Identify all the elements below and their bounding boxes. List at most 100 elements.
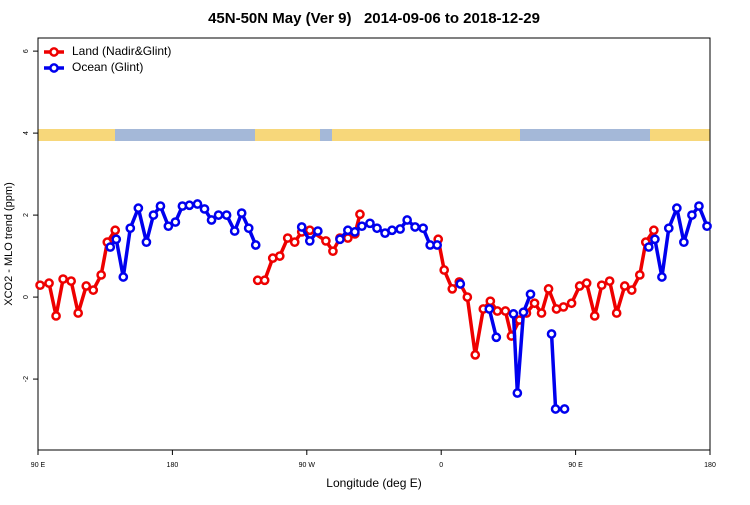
data-point [387,225,397,236]
data-point [66,276,77,286]
data-point [447,284,458,294]
data-point [96,270,107,280]
data-point [170,217,181,227]
data-point [470,350,481,360]
land-mask-strip [38,129,710,141]
data-point [611,308,622,318]
x-tick-label: 90 W [299,462,316,469]
data-point [663,223,674,234]
data-point [558,302,569,312]
data-point [402,215,413,225]
data-point [274,251,285,261]
data-point [525,289,536,300]
data-point [105,242,116,252]
legend-marker [49,63,59,73]
data-point [634,270,645,280]
data-point [439,265,450,275]
data-point [184,200,195,211]
data-point [543,284,554,294]
data-point [372,223,382,234]
data-point [243,223,254,234]
data-point [671,203,682,213]
x-tick-label: 90 E [31,462,46,469]
data-point [410,222,420,232]
data-point [206,215,217,225]
data-point [589,311,600,321]
data-point [508,309,519,319]
data-point [304,236,315,246]
data-point [125,223,136,234]
data-point [313,226,323,236]
data-point [491,332,502,343]
data-point [512,388,523,398]
data-point [51,311,61,321]
data-point [455,279,466,289]
x-tick-label: 0 [439,462,443,469]
data-point [111,234,122,245]
data-point [289,237,300,248]
data-point [643,242,654,252]
y-tick-label: -2 [23,376,30,382]
data-point [335,234,345,245]
data-point [118,272,129,282]
data-point [221,210,232,220]
data-point [596,280,607,291]
data-point [536,308,547,318]
data-point [110,225,121,236]
y-tick-label: 6 [23,49,30,53]
data-point [546,329,557,339]
data-point [44,278,54,289]
data-point [694,201,704,211]
data-point [626,285,637,295]
data-point [500,306,511,316]
data-point [328,246,338,257]
plot-frame [37,37,711,451]
data-point [650,234,660,245]
data-point [566,298,577,309]
data-point [604,276,615,286]
data-point [58,274,68,284]
data-point [657,272,667,282]
chart-title: 45N-50N May (Ver 9) 2014-09-06 to 2018-1… [208,10,540,27]
data-point [485,296,496,307]
data-point [365,218,375,229]
data-point [250,240,261,250]
y-tick-label: 2 [23,213,30,217]
legend-marker [49,47,59,57]
data-point [559,404,570,414]
data-point [687,210,697,220]
y-tick-label: 0 [23,295,30,299]
data-point [550,404,561,414]
data-point [155,201,166,211]
data-point [350,227,360,237]
data-point [148,210,159,220]
data-point [88,285,99,295]
data-point [192,199,203,209]
data-point [518,307,529,318]
legend-label: Land (Nadir&Glint) [72,44,171,58]
data-point [73,308,84,318]
data-point [462,292,473,302]
data-point [229,226,240,236]
data-point [282,233,293,243]
data-point [395,224,405,234]
x-tick-label: 180 [704,462,716,469]
x-tick-label: 180 [167,462,179,469]
data-point [35,280,45,291]
data-point [357,221,367,232]
data-point [259,275,270,286]
data-point [321,236,331,246]
data-point [484,304,495,314]
data-point [702,221,712,232]
data-point [236,208,247,218]
data-point [296,222,307,232]
legend-label: Ocean (Glint) [72,60,143,74]
data-point [81,281,92,291]
data-point [529,298,540,309]
data-point [581,278,592,289]
data-point [679,237,689,248]
data-point [304,225,315,236]
data-point [649,225,659,236]
y-tick-label: 4 [23,131,30,135]
